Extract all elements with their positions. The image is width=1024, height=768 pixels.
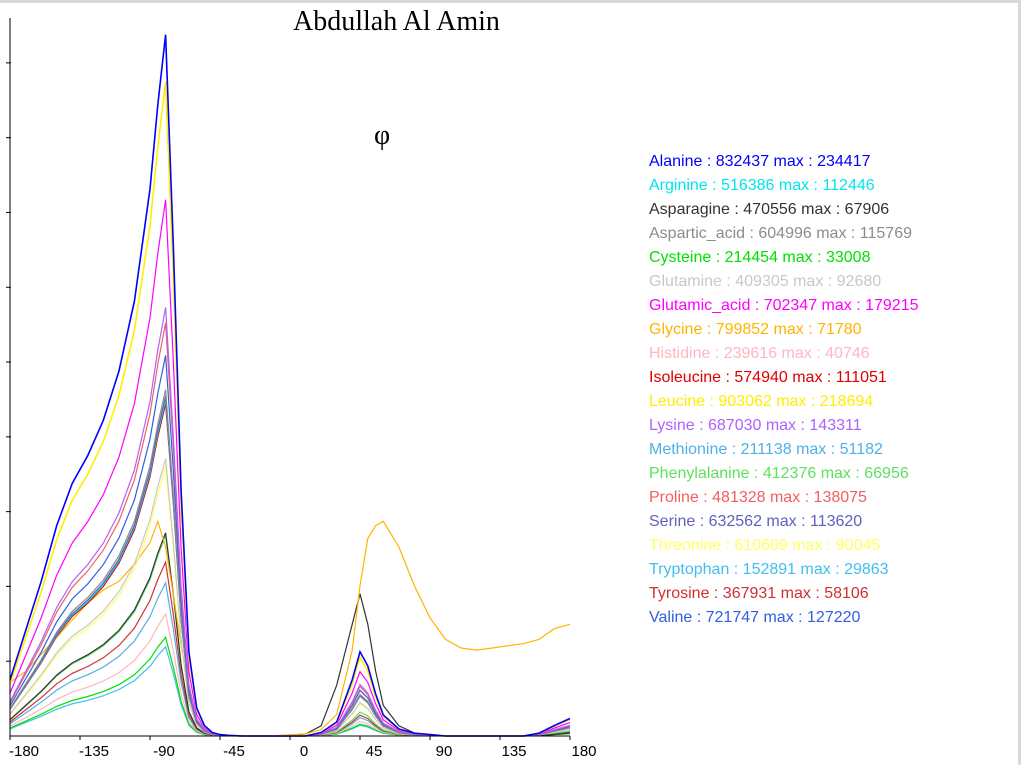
- series-line-glutamic_acid: [9, 199, 571, 737]
- x-tick-label: 135: [501, 743, 526, 760]
- series-line-tryptophan: [9, 645, 571, 737]
- x-tick-label: 180: [571, 743, 596, 760]
- x-tick-label: -90: [153, 743, 175, 760]
- series-line-threonine: [9, 466, 571, 737]
- legend-item: Glutamic_acid : 702347 max : 179215: [649, 297, 919, 314]
- legend-item: Lysine : 687030 max : 143311: [649, 417, 862, 434]
- x-tick-label: -180: [9, 743, 39, 760]
- x-tick-label: -45: [223, 743, 245, 760]
- legend-item: Arginine : 516386 max : 112446: [649, 177, 875, 194]
- legend-item: Asparagine : 470556 max : 67906: [649, 201, 890, 218]
- series-line-leucine: [9, 81, 571, 737]
- legend-item: Isoleucine : 574940 max : 111051: [649, 369, 887, 386]
- series-line-arginine: [9, 399, 571, 737]
- series-line-isoleucine: [9, 403, 571, 737]
- ramachandran-phi-chart: -180 -135 -90 -45 0 45 90 135 180: [6, 18, 597, 760]
- legend-item: Valine : 721747 max : 127220: [649, 609, 861, 626]
- legend-item: Glycine : 799852 max : 71780: [649, 321, 862, 338]
- legend-item: Histidine : 239616 max : 40746: [649, 345, 870, 362]
- series-line-glycine: [9, 519, 571, 737]
- page-title: Abdullah Al Amin: [293, 6, 500, 37]
- legend-item: Serine : 632562 max : 113620: [649, 513, 863, 530]
- legend: Alanine : 832437 max : 234417 Arginine : …: [649, 150, 919, 630]
- legend-item: Aspartic_acid : 604996 max : 115769: [649, 225, 912, 242]
- series-line-proline: [9, 322, 571, 737]
- series-layer: [9, 34, 571, 737]
- series-line-alanine: [9, 34, 571, 737]
- axes-layer: -180 -135 -90 -45 0 45 90 135 180: [6, 18, 597, 760]
- x-tick-label: 90: [436, 743, 453, 760]
- series-line-valine: [9, 355, 571, 737]
- legend-item: Leucine : 903062 max : 218694: [649, 393, 874, 410]
- series-line-phenylalanine: [9, 535, 571, 737]
- legend-item: Tyrosine : 367931 max : 58106: [649, 585, 869, 602]
- legend-item: Tryptophan : 152891 max : 29863: [649, 561, 889, 578]
- legend-item: Phenylalanine : 412376 max : 66956: [649, 465, 909, 482]
- legend-item: Cysteine : 214454 max : 33008: [649, 249, 871, 266]
- legend-item: Methionine : 211138 max : 51182: [649, 441, 883, 458]
- x-tick-label: 0: [300, 743, 308, 760]
- legend-item: Threonine : 610609 max : 90045: [649, 537, 881, 554]
- phi-axis-symbol: φ: [374, 120, 391, 151]
- legend-item: Proline : 481328 max : 138075: [649, 489, 867, 506]
- series-line-histidine: [9, 612, 571, 737]
- legend-item: Glutamine : 409305 max : 92680: [649, 273, 882, 290]
- x-tick-label: 45: [366, 743, 383, 760]
- x-tick-label: -135: [79, 743, 109, 760]
- series-line-methionine: [9, 581, 571, 737]
- legend-item: Alanine : 832437 max : 234417: [649, 153, 871, 170]
